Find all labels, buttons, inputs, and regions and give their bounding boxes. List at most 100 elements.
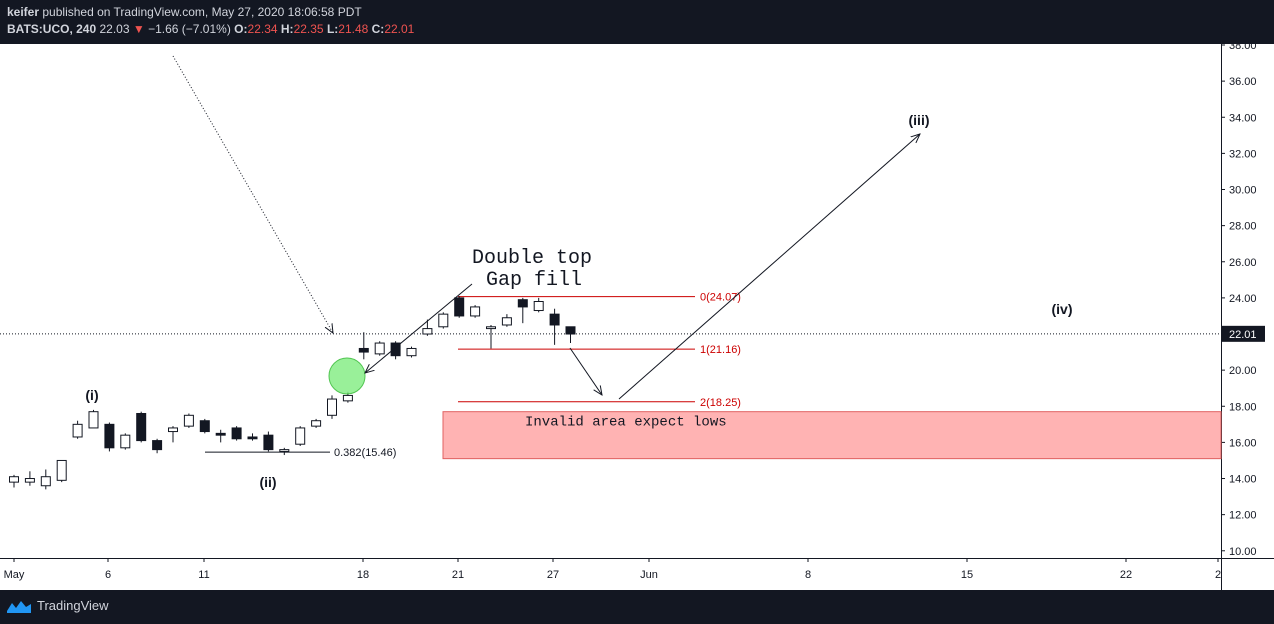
fib-level-label: 1(21.16) [700,344,741,356]
brand-text: TradingView [37,598,109,613]
candle-down [263,434,274,451]
y-tick-label: 38.00 [1229,44,1257,52]
symbol-info: BATS:UCO, 240 22.03 ▼ −1.66 (−7.01%) O:2… [7,22,414,36]
candle-up [327,398,337,416]
wave-label: (i) [85,387,98,403]
close-value: 22.01 [384,22,415,36]
y-tick-label: 20.00 [1229,365,1257,377]
candle-down [104,423,115,449]
annotation-arrow [365,283,473,373]
x-tick-label: May [4,569,25,581]
candle-up [279,449,290,452]
x-tick-label: Jun [640,569,658,581]
y-tick-label: 32.00 [1229,148,1257,160]
candle-up [470,306,481,317]
price-change: −1.66 (−7.01%) [148,22,231,36]
y-tick-label: 28.00 [1229,221,1257,233]
candle-up [40,476,51,487]
candle-up [438,313,449,328]
tradingview-logo-icon [7,600,31,613]
high-label: H: [280,22,294,36]
x-tick-label: 22 [1120,569,1132,581]
price-chart[interactable]: 10.0012.0014.0016.0018.0020.0022.0024.00… [0,44,1274,590]
x-tick-label: 15 [961,569,973,581]
up-projection-arrow [618,134,920,400]
candle-up [120,434,131,449]
x-tick-label: 27 [547,569,559,581]
candle-down [215,432,226,436]
fib-382-label: 0.382(15.46) [334,447,396,459]
candle-down [199,420,210,433]
dotted-trend-arrow [172,55,333,333]
x-tick-label: 21 [452,569,464,581]
y-tick-label: 14.00 [1229,474,1257,486]
candle-down [231,427,242,440]
candle-up [56,459,67,481]
low-label: L: [326,22,339,36]
y-tick-label: 34.00 [1229,112,1257,124]
candle-up [9,476,19,483]
candle-up [486,326,496,330]
wave-label: (ii) [259,474,276,490]
candle-up [342,394,353,402]
invalid-zone [442,411,1222,460]
y-tick-label: 12.00 [1229,510,1257,522]
annotation-double-top: Double top [472,247,592,270]
candle-up [422,328,433,335]
published-text: published on TradingView.com, May 27, 20… [42,5,362,19]
x-tick-label: 11 [198,569,209,581]
y-tick-label: 16.00 [1229,437,1257,449]
candle-up [533,301,544,312]
current-price-label: 22.01 [1229,329,1257,341]
fib-level-label: 2(18.25) [700,397,741,409]
symbol-label[interactable]: BATS:UCO, 240 [7,22,97,36]
brand[interactable]: TradingView [7,598,109,613]
y-tick-label: 18.00 [1229,401,1257,413]
chart-header: keifer published on TradingView.com, May… [0,0,1274,44]
close-label: C: [371,22,385,36]
candle-up [374,342,385,355]
high-value: 22.35 [293,22,324,36]
candle-up [183,414,194,427]
y-tick-label: 24.00 [1229,293,1257,305]
candle-down [247,436,258,440]
down-arrow-icon: ▼ [132,22,145,36]
highlight-circle [328,357,366,395]
current-price-tag [1221,325,1265,342]
candle-down [549,313,560,326]
candle-down [517,299,528,308]
x-tick-label: 6 [105,569,111,581]
chart-area[interactable]: 10.0012.0014.0016.0018.0020.0022.0024.00… [0,44,1274,590]
open-label: O: [234,22,248,36]
candle-up [311,420,322,427]
candle-up [72,423,83,438]
candle-up [168,427,178,433]
y-tick-label: 30.00 [1229,185,1257,197]
y-tick-label: 26.00 [1229,257,1257,269]
candle-down [454,297,465,317]
chart-footer: TradingView [0,590,1274,624]
candle-down [136,412,147,442]
open-value: 22.34 [247,22,278,36]
down-projection-arrow [569,347,602,395]
last-price: 22.03 [99,22,130,36]
wave-label: (iv) [1052,301,1073,317]
x-tick-label: 18 [357,569,369,581]
candle-down [152,440,163,451]
wave-label: (iii) [909,112,930,128]
candle-up [88,411,99,429]
candle-up [24,478,35,483]
candle-down [358,347,369,353]
x-tick-label: 8 [805,569,811,581]
candle-down [565,326,576,335]
x-tick-label: 2 [1215,569,1221,581]
candle-up [501,317,512,326]
publish-info: keifer published on TradingView.com, May… [7,5,362,19]
invalid-zone-label: Invalid area expect lows [525,415,727,431]
low-value: 21.48 [338,22,369,36]
author-name[interactable]: keifer [7,5,40,19]
candle-down [390,342,401,357]
candle-up [406,347,417,357]
candle-up [295,427,306,445]
y-tick-label: 36.00 [1229,76,1257,88]
